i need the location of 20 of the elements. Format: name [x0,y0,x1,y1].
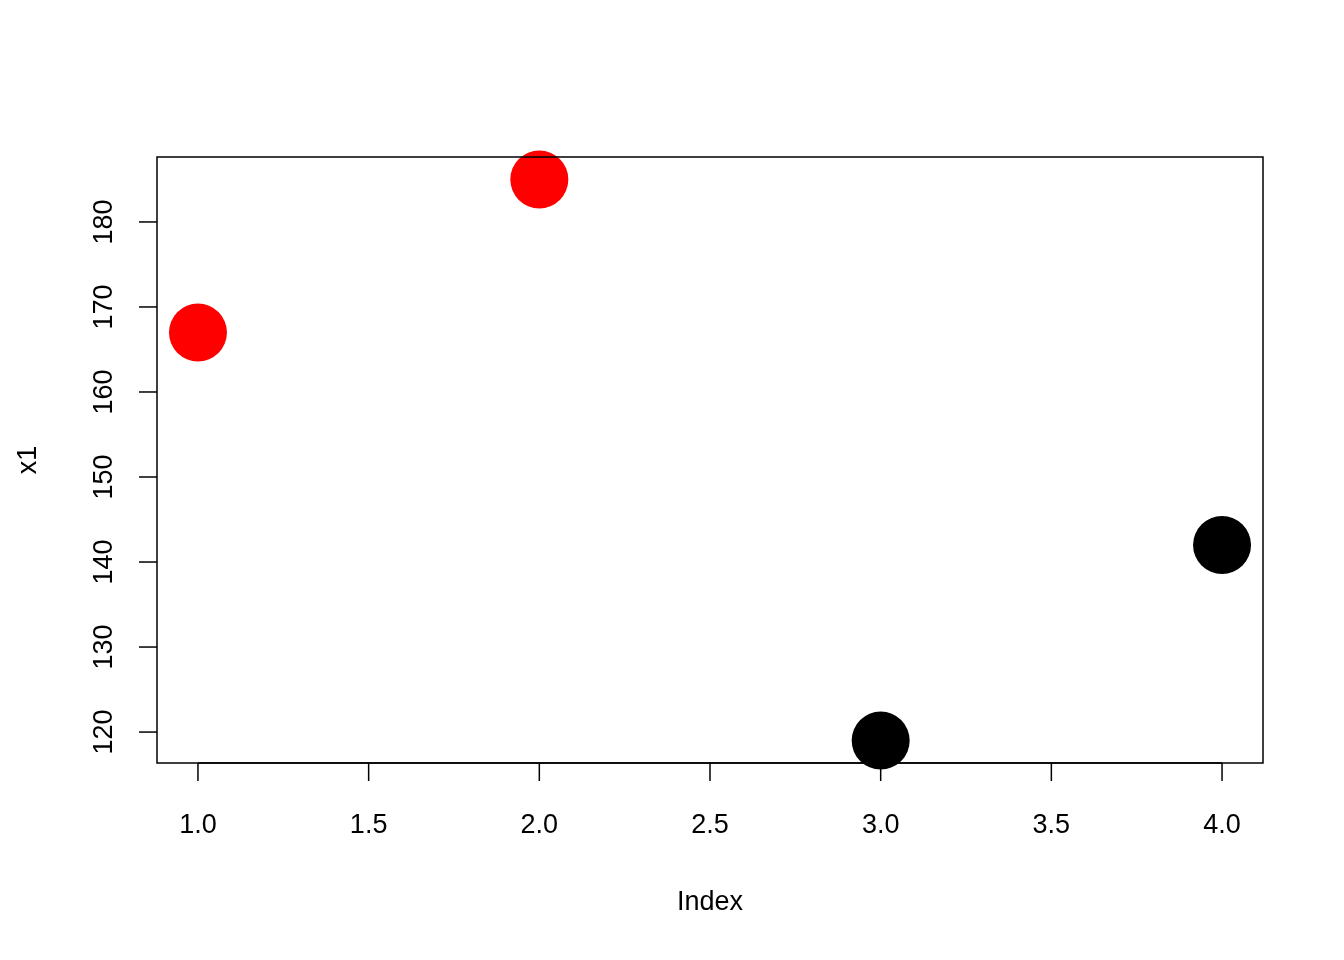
x-axis-title: Index [676,886,744,916]
y-tick-label: 180 [88,199,118,245]
x-tick-label: 2.5 [691,809,729,839]
y-tick-label: 170 [88,284,118,330]
x-tick-label: 4.0 [1203,809,1241,839]
x-tick-label: 1.5 [349,809,388,839]
y-tick-label: 130 [88,624,118,670]
x-tick-label: 1.0 [179,809,217,839]
y-tick-label: 150 [88,454,118,500]
point [1193,516,1252,575]
y-tick-label: 140 [88,539,118,585]
x-tick-label: 3.5 [1032,809,1071,839]
point [510,150,569,209]
x-tick-label: 2.0 [520,809,559,839]
y-tick-label: 160 [88,369,118,415]
y-tick-label: 120 [88,709,118,755]
x-tick-label: 3.0 [861,809,900,839]
y-axis-title: x1 [12,445,42,475]
point [168,303,227,362]
point [851,711,910,770]
